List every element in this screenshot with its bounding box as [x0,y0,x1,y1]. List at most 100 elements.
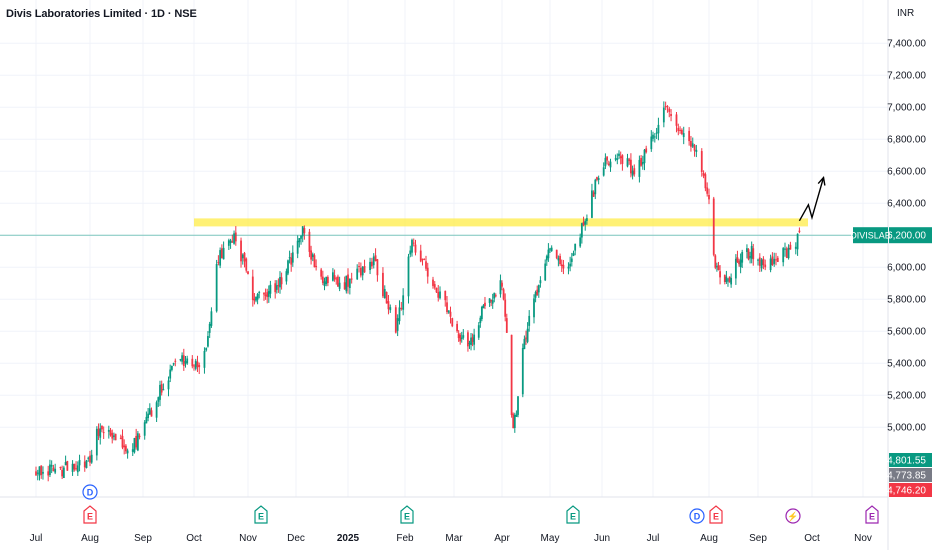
candle-body [277,285,280,287]
candle-body [582,222,585,226]
candles [35,101,801,482]
candle-body [630,159,632,174]
candle-body [655,132,658,134]
candle-body [493,292,496,299]
earnings-marker[interactable]: E [254,505,268,524]
candle-body [125,445,127,452]
candle-body [539,280,542,284]
candle-body [73,463,76,470]
candle-body [501,282,503,287]
candle-body [457,333,460,339]
candle-body [677,127,680,132]
candle-body [477,325,480,338]
candle-body [263,292,265,295]
candle-body [363,266,366,273]
candle-body [586,218,588,221]
candle-body [269,284,272,294]
earnings-marker[interactable]: E [709,505,723,524]
x-tick-label: Nov [239,533,257,544]
candle-body [444,290,447,301]
candle-body [348,278,351,289]
candle-body [208,323,211,333]
candle-body [560,264,563,267]
candle-body [584,220,587,225]
dividend-marker[interactable]: D [689,508,705,524]
currency-label[interactable]: INR [897,8,915,19]
candle-body [513,414,516,428]
candle-body [89,455,91,463]
candle-body [525,337,527,340]
earnings-marker[interactable]: E [400,505,414,524]
y-tick-label: 5,000.00 [887,423,926,434]
candle-body [300,235,302,239]
candle-body [205,348,208,351]
candle-body [462,335,465,338]
candle-body [135,435,138,448]
candle-body [616,158,619,160]
earnings-icon [83,505,97,524]
candle-body [181,355,183,362]
candle-body [148,408,151,415]
extra-price-label: 4,773.85 [887,471,926,482]
candle-body [76,465,79,473]
candle-body [484,302,486,307]
y-tick-label: 7,000.00 [887,103,926,114]
x-tick-label: Aug [700,533,718,544]
earnings-marker[interactable]: E [865,505,879,524]
x-tick-label: Oct [186,533,202,544]
x-tick-label: Feb [396,533,414,544]
candle-body [555,249,558,259]
candle-body [747,249,750,260]
candle-body [688,130,691,142]
candle-body [451,318,454,327]
candle-body [196,361,199,368]
candle-body [425,261,427,269]
candle-body [138,435,141,438]
candle-body [533,298,535,318]
candle-body [359,267,362,276]
x-tick-label: Jul [647,533,660,544]
candle-body [681,129,683,134]
candle-body [621,155,624,164]
candle-body [521,348,524,395]
candle-body [760,259,763,269]
candle-body [626,158,629,167]
candle-body [372,256,375,266]
candle-body [700,151,703,172]
candle-body [559,256,561,264]
candle-body [468,342,471,345]
candle-body [241,254,244,259]
candle-body [285,271,288,282]
earnings-marker[interactable]: E [566,505,580,524]
candle-body [253,298,256,301]
candle-body [383,289,386,299]
candle-body [264,294,267,296]
candle-body [198,365,201,368]
dividend-marker[interactable]: D [82,484,98,500]
y-tick-label: 5,600.00 [887,327,926,338]
split-marker[interactable]: ⚡ [785,508,801,524]
candle-body [574,243,577,251]
candle-body [345,275,348,292]
candle-body [764,264,767,268]
candle-body [231,241,234,243]
candle-body [708,194,710,200]
candle-body [193,365,195,367]
candle-body [402,295,405,310]
candle-body [298,238,301,243]
candle-body [480,306,483,320]
candle-body [382,272,384,297]
candle-body [409,250,412,255]
candle-body [664,106,667,108]
candle-body [725,276,728,283]
candle-body [396,318,399,331]
candle-body [101,425,103,430]
candle-body [109,430,112,436]
earnings-marker[interactable]: E [83,505,97,524]
candle-body [628,159,631,161]
candle-body [706,187,709,194]
candle-body [220,248,223,259]
candle-body [169,369,172,379]
